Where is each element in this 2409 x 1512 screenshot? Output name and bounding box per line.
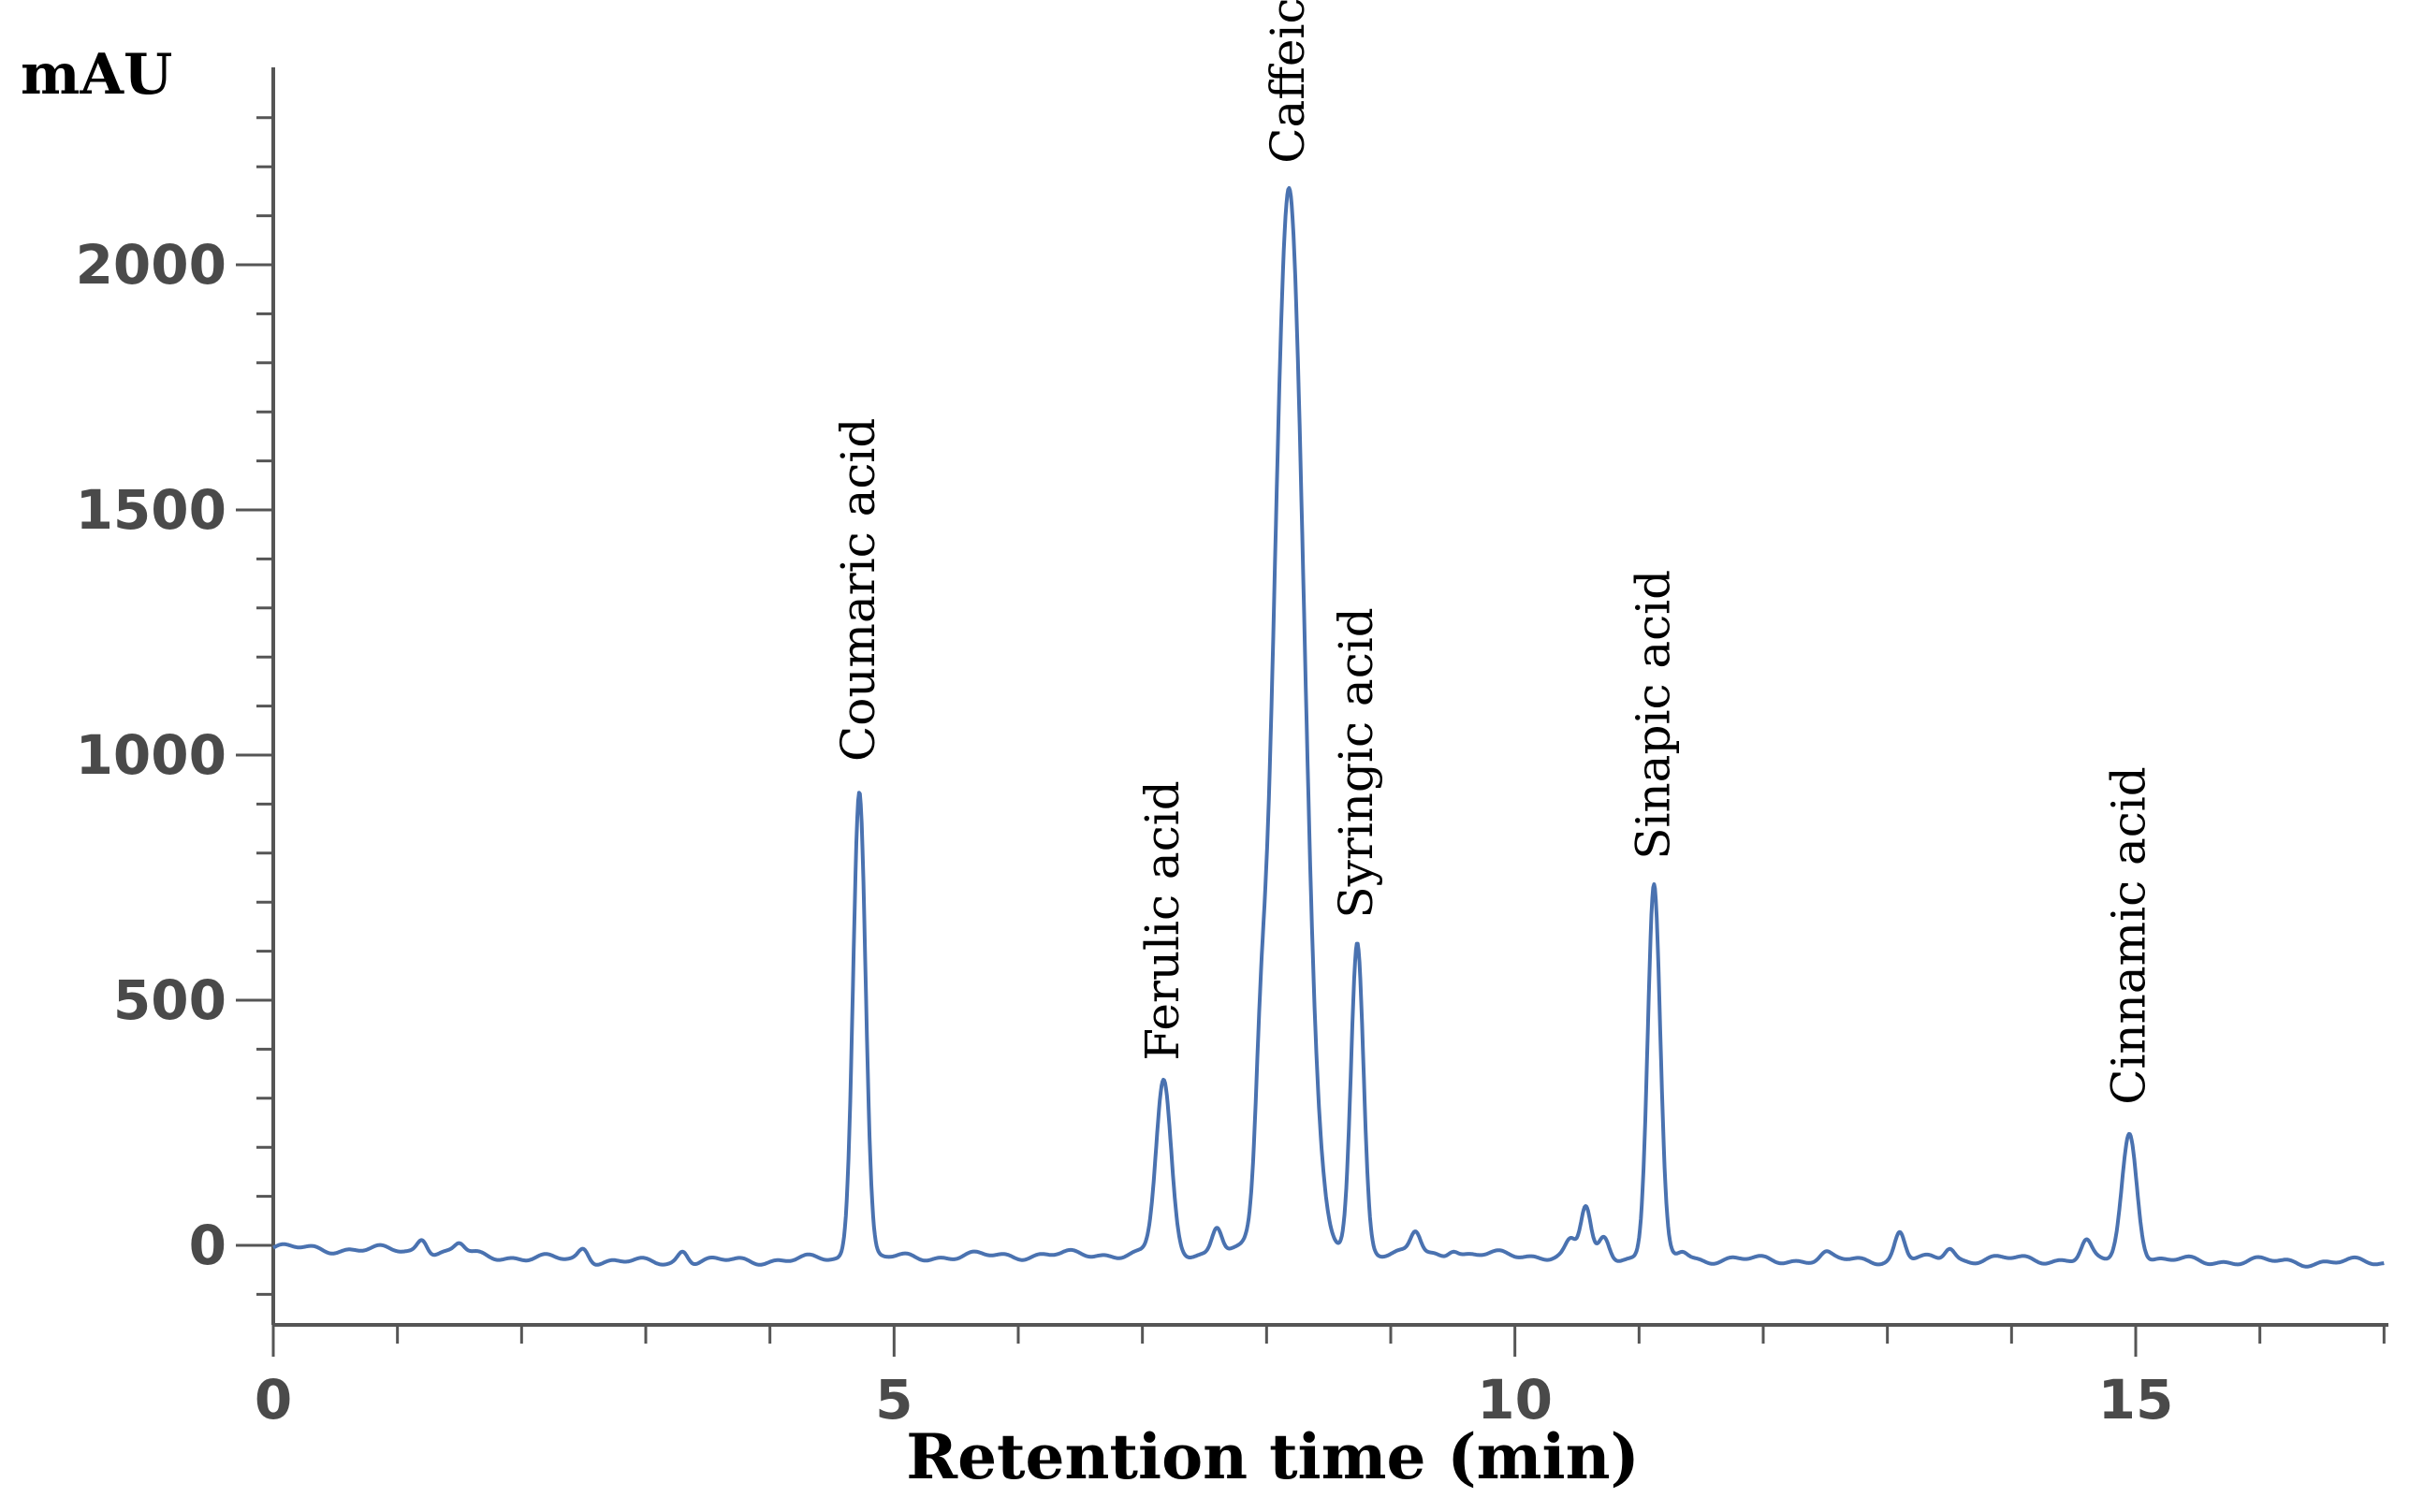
peak-label: Ferulic acid	[1135, 780, 1190, 1060]
peak-label: Caffeic acid	[1261, 0, 1315, 164]
peak-labels: Coumaric acid Ferulic acid Caffeic acid Syr…	[831, 0, 2155, 1105]
x-axis-title: Retention time (min)	[906, 1420, 1640, 1493]
y-tick-label: 500	[113, 968, 226, 1032]
peak-label: Syringic acid	[1329, 607, 1383, 918]
x-tick-label: 10	[1477, 1368, 1553, 1432]
y-tick-label: 1500	[76, 478, 226, 542]
x-tick-label: 5	[875, 1368, 912, 1432]
peak-label: Coumaric acid	[831, 418, 885, 762]
peak-label: Cinnamic acid	[2101, 766, 2155, 1105]
x-tick-label: 15	[2098, 1368, 2174, 1432]
trace-layer	[271, 186, 2386, 1269]
y-tick-label: 2000	[76, 233, 226, 297]
y-tick-label: 0	[189, 1214, 226, 1277]
x-tick-label: 0	[255, 1368, 292, 1432]
peak-label: Sinapic acid	[1626, 570, 1680, 860]
chromatogram-trace	[271, 186, 2386, 1269]
axes: 0 500 1000 1500 2000 0 5 10 15	[76, 67, 2388, 1432]
y-tick-label: 1000	[76, 723, 226, 787]
y-axis-unit-label: mAU	[21, 42, 172, 108]
